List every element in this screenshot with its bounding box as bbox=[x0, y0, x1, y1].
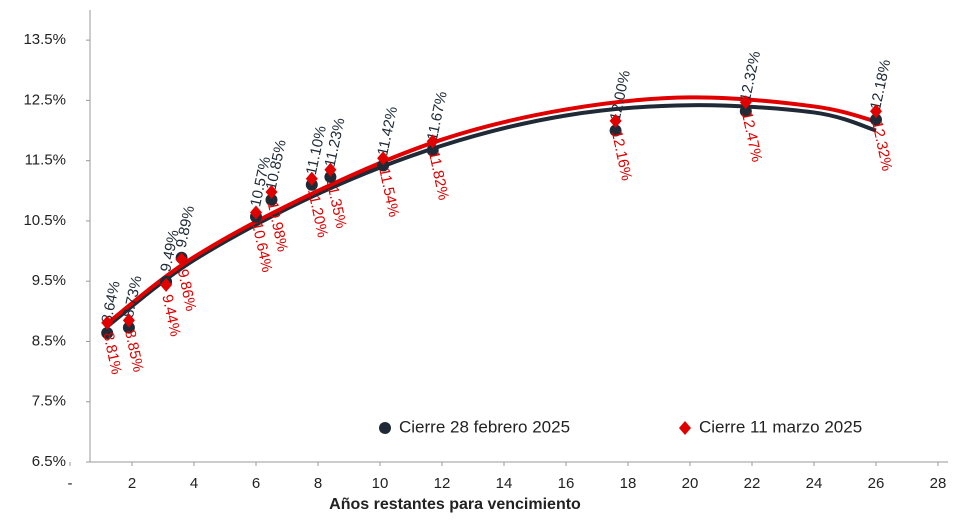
point bbox=[377, 159, 390, 172]
x-tick-label: 22 bbox=[744, 475, 761, 492]
point bbox=[739, 105, 752, 118]
point bbox=[175, 252, 188, 267]
data-label: 10.85% bbox=[263, 138, 290, 191]
x-tick-label: 10 bbox=[372, 475, 389, 492]
point bbox=[101, 315, 114, 330]
y-tick-label: 10.5% bbox=[23, 212, 66, 229]
point bbox=[122, 313, 135, 328]
point bbox=[250, 205, 262, 220]
point bbox=[870, 113, 882, 126]
point bbox=[101, 327, 114, 340]
data-label: 8.85% bbox=[121, 328, 146, 373]
x-tick-label: 4 bbox=[190, 475, 198, 492]
x-tick-label: 18 bbox=[620, 475, 637, 492]
y-tick-label: 13.5% bbox=[23, 31, 66, 48]
point bbox=[324, 162, 337, 177]
x-tick-label: 24 bbox=[806, 475, 823, 492]
point bbox=[305, 171, 318, 186]
x-tick-label: - bbox=[68, 475, 73, 492]
data-label: 11.67% bbox=[424, 90, 451, 142]
point bbox=[870, 104, 882, 119]
data-label: 12.32% bbox=[737, 50, 764, 103]
point bbox=[609, 113, 622, 128]
data-label: 12.00% bbox=[607, 69, 634, 122]
point bbox=[324, 170, 337, 183]
data-label: 12.47% bbox=[738, 110, 765, 163]
point bbox=[426, 134, 439, 149]
point bbox=[739, 95, 752, 110]
data-label: 12.18% bbox=[867, 58, 894, 111]
y-tick-label: 8.5% bbox=[32, 332, 66, 349]
data-label: 11.82% bbox=[425, 150, 452, 202]
y-tick-label: 12.5% bbox=[23, 91, 66, 108]
point bbox=[609, 124, 622, 137]
legend-label: Cierre 28 febrero 2025 bbox=[399, 417, 570, 436]
x-tick-label: 26 bbox=[868, 475, 885, 492]
data-label: 11.42% bbox=[374, 105, 401, 157]
x-axis-label: Años restantes para vencimiento bbox=[329, 496, 581, 513]
trend-line bbox=[105, 95, 877, 325]
legend-marker bbox=[679, 421, 691, 435]
data-label: 11.23% bbox=[322, 116, 349, 168]
data-label: 11.54% bbox=[375, 166, 402, 218]
data-label: 9.89% bbox=[173, 204, 198, 249]
point bbox=[160, 277, 173, 292]
x-tick-label: 28 bbox=[930, 475, 947, 492]
point bbox=[426, 144, 439, 157]
point bbox=[265, 185, 278, 200]
x-tick-label: 14 bbox=[496, 475, 513, 492]
y-tick-label: 11.5% bbox=[25, 152, 66, 169]
x-tick-label: 20 bbox=[682, 475, 699, 492]
trend-line bbox=[105, 103, 877, 328]
data-label: 8.81% bbox=[99, 331, 124, 376]
x-tick-label: 2 bbox=[128, 475, 136, 492]
y-tick-label: 9.5% bbox=[32, 272, 66, 289]
point bbox=[265, 193, 278, 206]
point bbox=[377, 151, 390, 166]
x-tick-label: 16 bbox=[558, 475, 575, 492]
point bbox=[122, 321, 135, 334]
y-tick-label: 7.5% bbox=[32, 393, 66, 410]
legend-label: Cierre 11 marzo 2025 bbox=[699, 417, 862, 436]
y-tick-label: 6.5% bbox=[32, 453, 66, 470]
legend-marker bbox=[379, 422, 391, 434]
x-tick-label: 12 bbox=[434, 475, 451, 492]
data-label: 12.16% bbox=[608, 129, 635, 182]
x-tick-label: 8 bbox=[314, 475, 322, 492]
data-label: 12.32% bbox=[868, 119, 895, 172]
x-tick-label: 6 bbox=[252, 475, 260, 492]
